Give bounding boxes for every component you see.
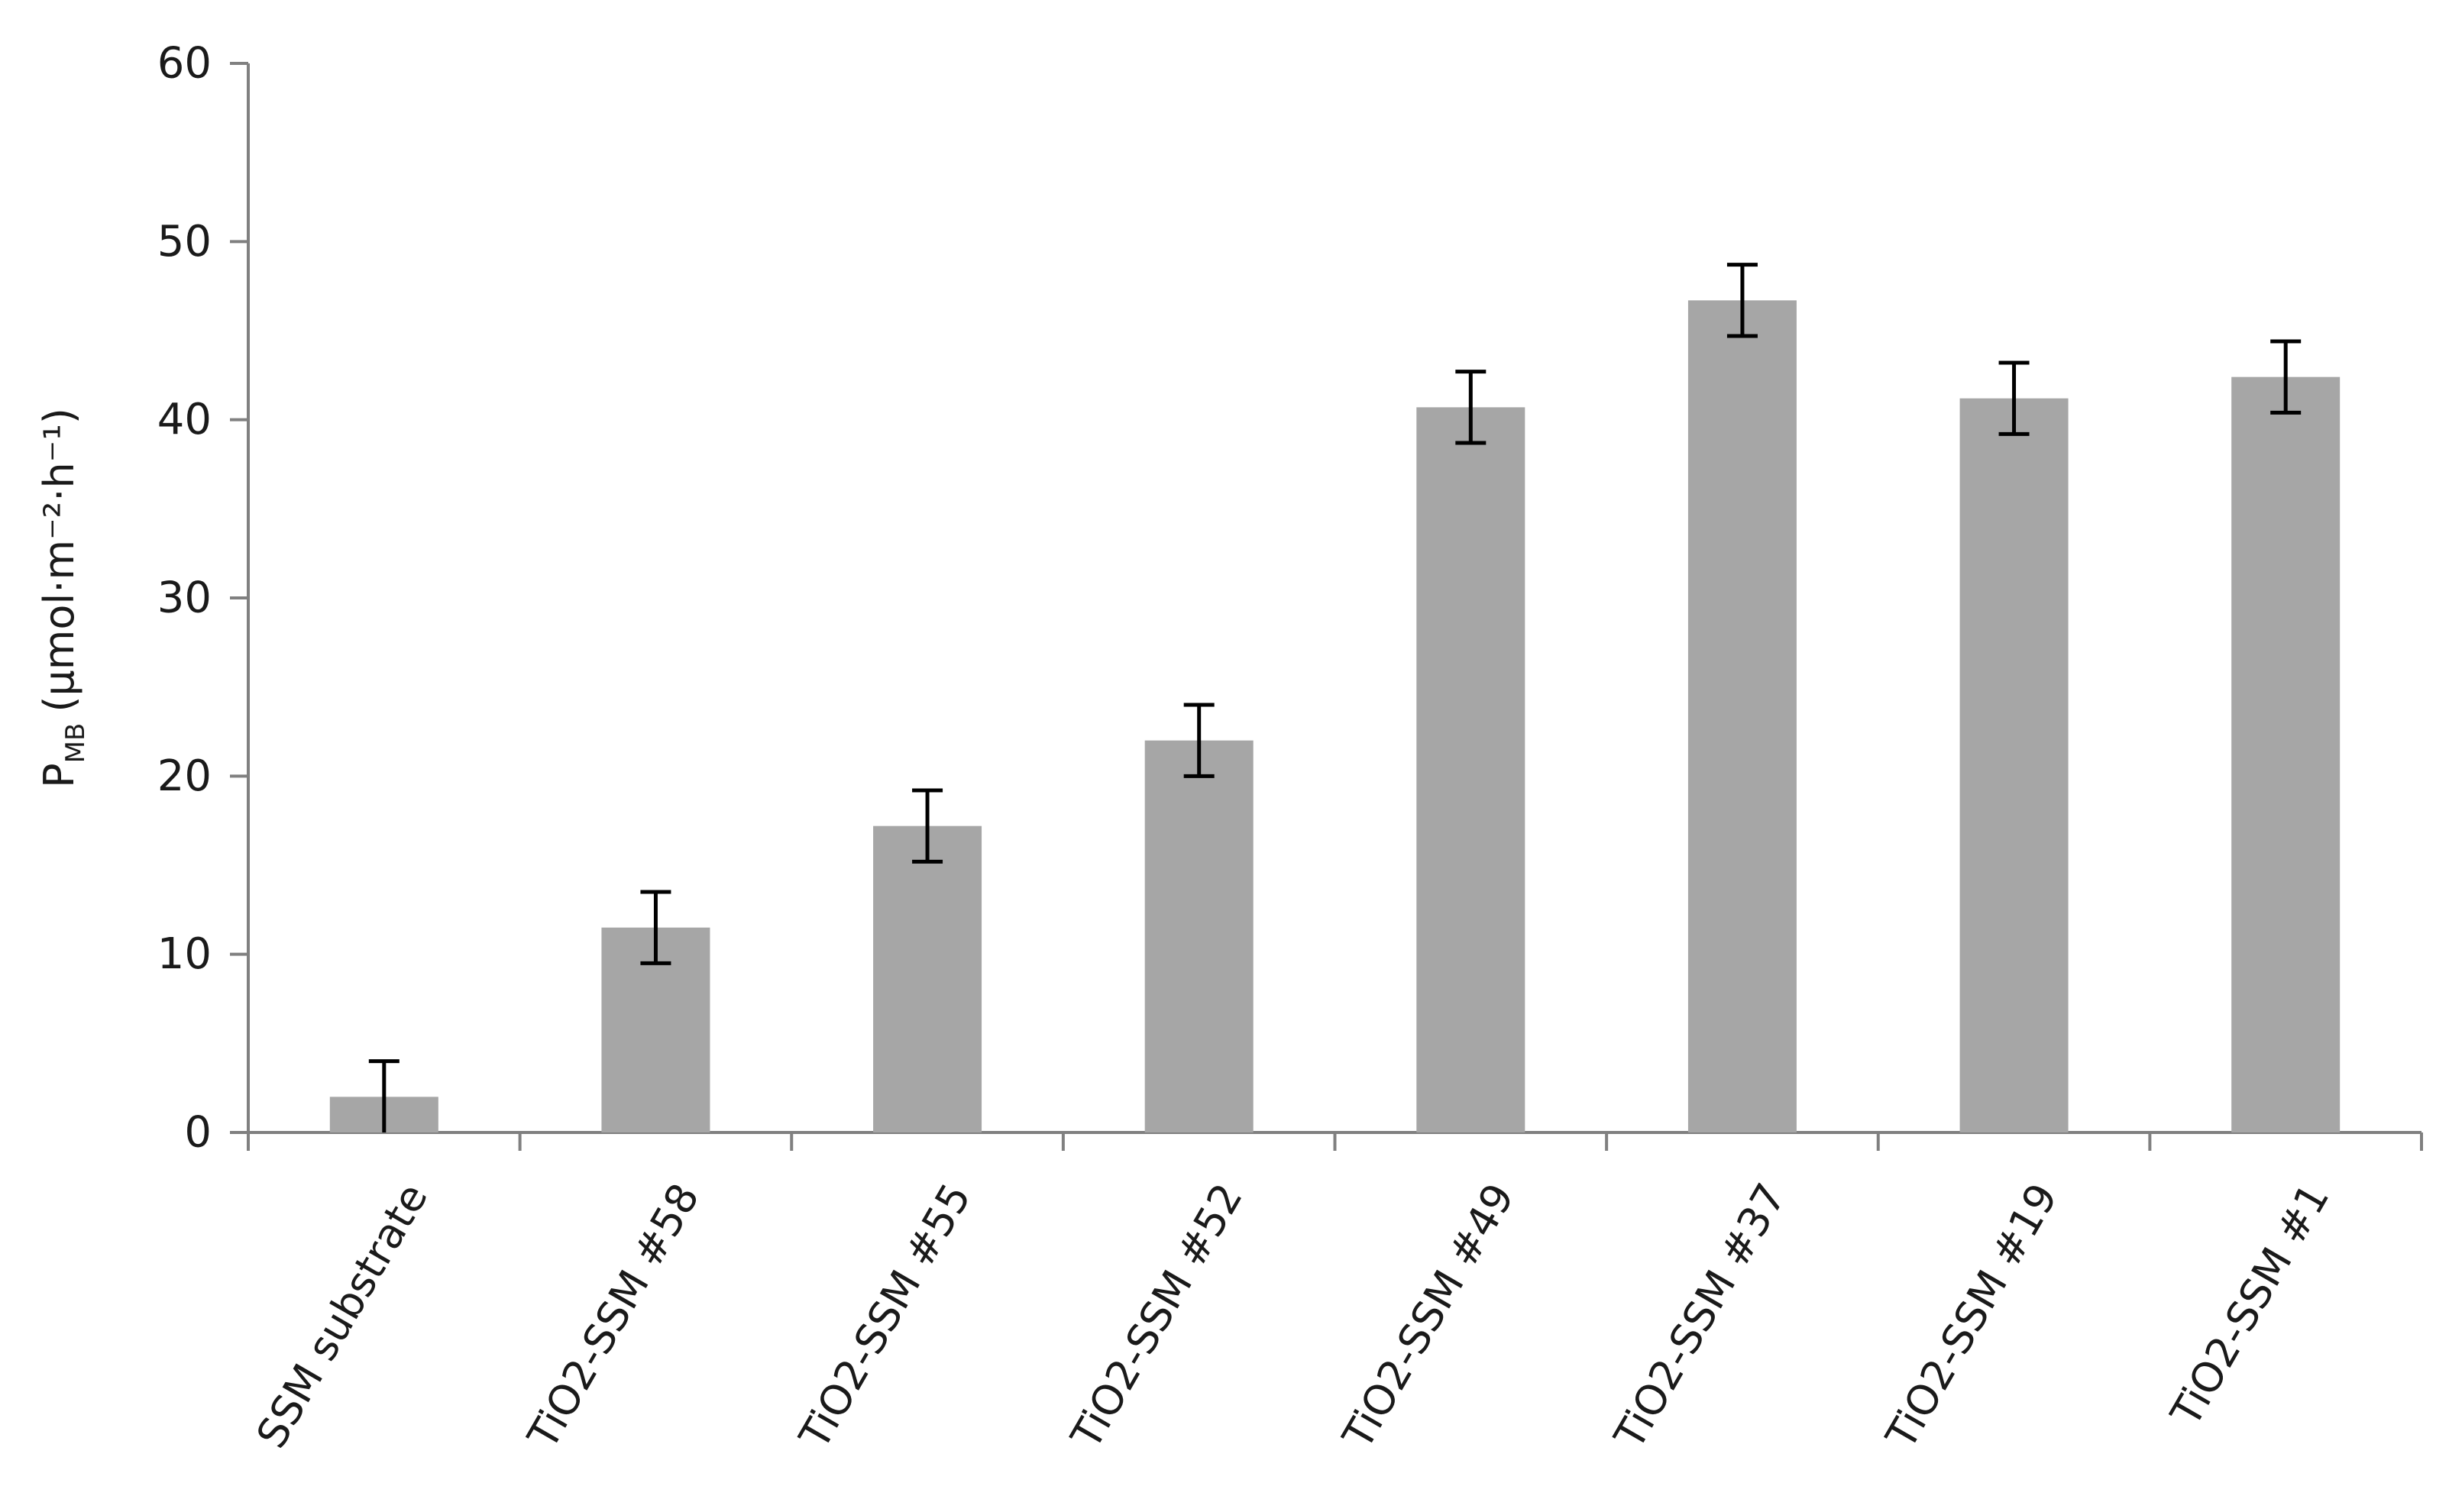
x-tick-label: TiO2-SSM #52 (1061, 1175, 1252, 1457)
y-tick-label: 40 (157, 395, 212, 444)
y-tick-label: 60 (157, 39, 212, 89)
x-tick-label: TiO2-SSM #58 (518, 1175, 709, 1457)
y-tick-group: 0 10 20 30 40 50 60 (157, 39, 248, 1158)
x-tick-label-group: SSM substrate TiO2-SSM #58 TiO2-SSM #55 TiO… (247, 1175, 2339, 1457)
bar (2231, 376, 2341, 1133)
y-tick-label: 0 (184, 1108, 212, 1158)
x-tick-label: TiO2-SSM #19 (1876, 1175, 2067, 1457)
error-bar-group (368, 263, 2302, 1132)
y-axis-title-subscript: MB (60, 723, 91, 764)
x-axis (247, 1131, 2423, 1151)
y-axis-title-units: (µmol·m⁻²·h⁻¹) (35, 408, 83, 712)
y-tick-label: 30 (157, 573, 212, 623)
bar-group (329, 300, 2341, 1133)
x-tick-label: TiO2-SSM #49 (1333, 1175, 1524, 1457)
bar (1144, 740, 1254, 1132)
x-tick-label: SSM substrate (247, 1175, 438, 1455)
x-tick-label: TiO2-SSM #37 (1605, 1175, 1796, 1457)
y-tick-label: 20 (157, 751, 212, 801)
y-axis-title: PMB (µmol·m⁻²·h⁻¹) (35, 408, 91, 788)
x-tick-label: TiO2-SSM #55 (790, 1175, 981, 1457)
y-axis-title-symbol: P (35, 763, 83, 788)
x-tick-label: TiO2-SSM #1 (2161, 1175, 2338, 1434)
bar (1416, 407, 1525, 1132)
y-axis: 0 10 20 30 40 50 60 (157, 39, 250, 1158)
y-tick-label: 50 (157, 217, 212, 267)
y-tick-label: 10 (157, 929, 212, 979)
bar (1959, 398, 2069, 1132)
bar (873, 825, 982, 1132)
x-tick-group (247, 1132, 2423, 1151)
bar (1687, 300, 1797, 1132)
